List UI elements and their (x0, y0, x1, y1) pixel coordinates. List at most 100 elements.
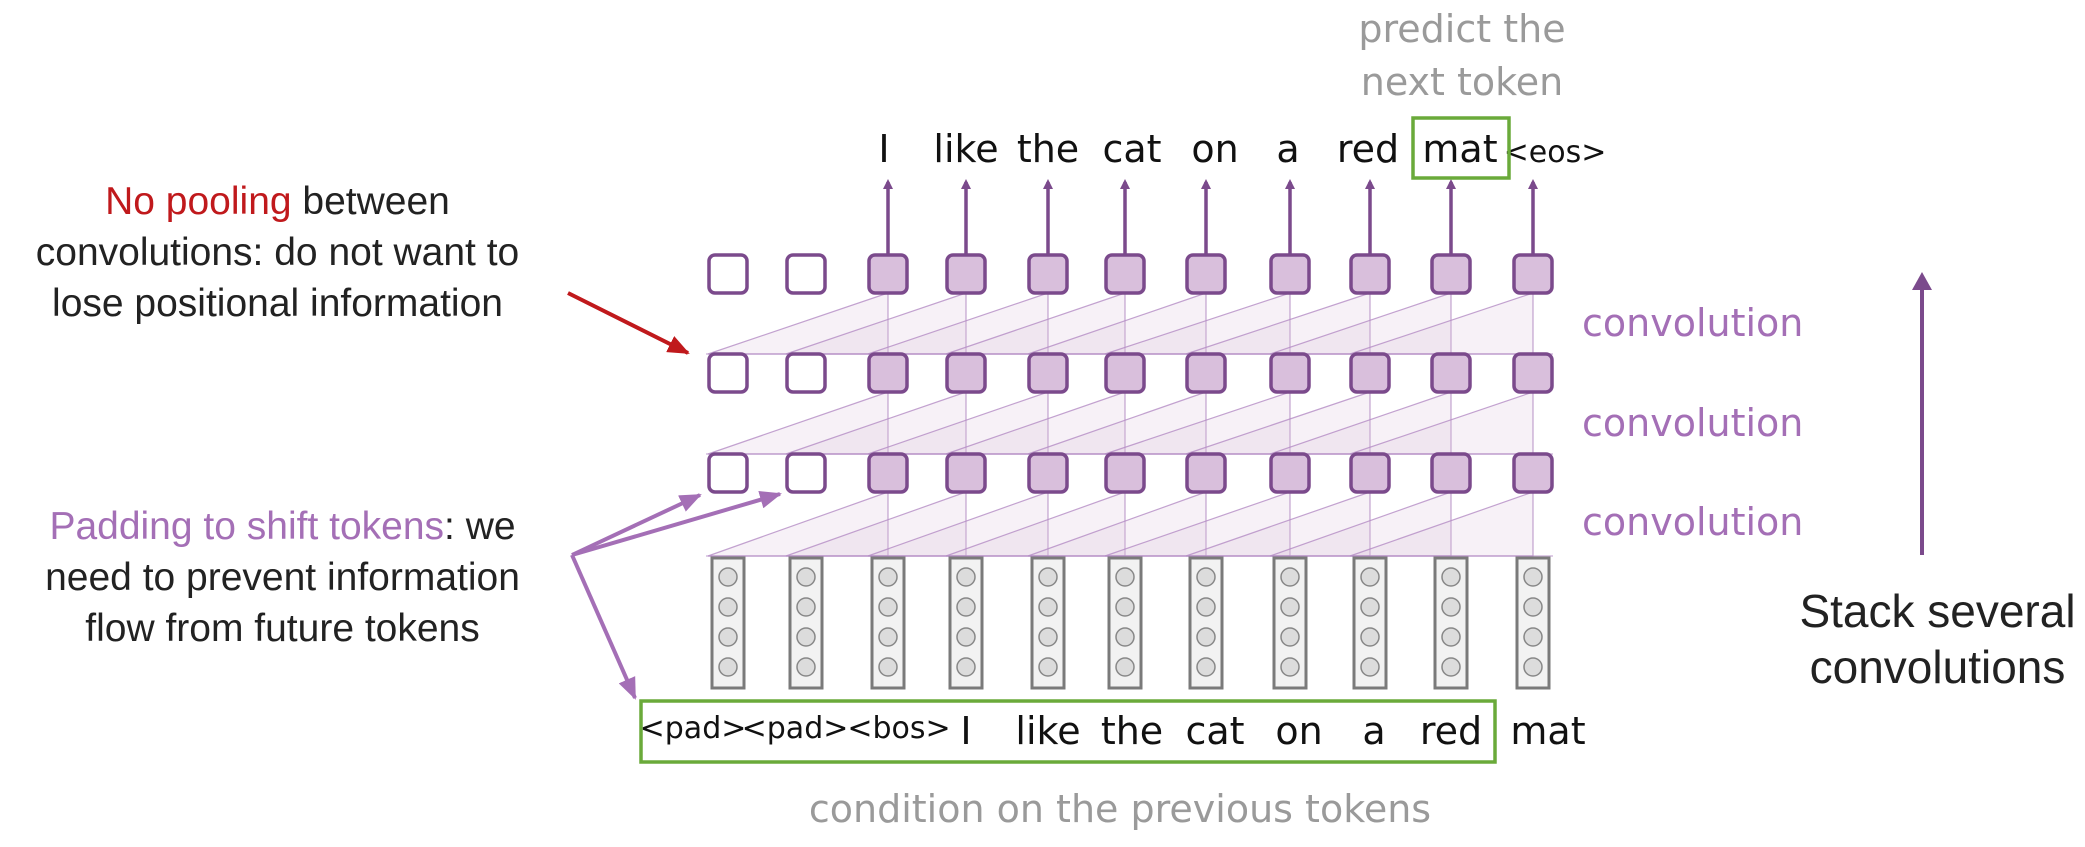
padding-node (707, 452, 749, 494)
embedding-unit (1360, 567, 1380, 587)
embedding-unit (878, 627, 898, 647)
layer-nodes (707, 253, 1554, 494)
hidden-node (945, 253, 987, 295)
embedding-vector (1107, 556, 1143, 690)
predict-label-line2: next token (1361, 60, 1564, 104)
input-token: cat (1185, 709, 1244, 753)
embedding-unit (1038, 657, 1058, 677)
padding-arrow-2 (571, 490, 782, 557)
pooling-text-2: convolutions: do not want to (35, 231, 520, 274)
input-embeddings (710, 556, 1551, 690)
embedding-unit (1441, 567, 1461, 587)
embedding-unit (796, 627, 816, 647)
padding-highlight: Padding to shift tokens (49, 505, 445, 548)
embedding-unit (1441, 597, 1461, 617)
hidden-node (1512, 352, 1554, 394)
embedding-vector (1030, 556, 1066, 690)
embedding-unit (956, 597, 976, 617)
pooling-text-1: between (291, 180, 450, 223)
embedding-unit (1360, 657, 1380, 677)
hidden-node (1027, 352, 1069, 394)
embedding-unit (1280, 597, 1300, 617)
embedding-vector (870, 556, 906, 690)
hidden-node (1104, 253, 1146, 295)
embedding-unit (1523, 657, 1543, 677)
hidden-node (1349, 452, 1391, 494)
conv-fan-layer-3 (706, 491, 1553, 557)
embedding-unit (878, 597, 898, 617)
embedding-vector (1515, 556, 1551, 690)
input-token: <bos> (847, 711, 950, 746)
padding-text-1: : we (444, 505, 516, 548)
embedding-unit (1441, 627, 1461, 647)
pooling-highlight: No pooling (105, 180, 292, 223)
embedding-vector (1272, 556, 1308, 690)
layer-label-middle: convolution (1582, 401, 1803, 445)
embedding-vector (1188, 556, 1224, 690)
hidden-node (945, 452, 987, 494)
embedding-vector (788, 556, 824, 690)
embedding-unit (1196, 567, 1216, 587)
input-token: a (1362, 709, 1385, 753)
layer-label-bottom: convolution (1582, 500, 1803, 544)
embedding-unit (796, 657, 816, 677)
embedding-vector (710, 556, 746, 690)
input-token: the (1101, 709, 1163, 753)
hidden-node (1512, 452, 1554, 494)
padding-node (785, 452, 827, 494)
conv-fan-layer-2 (706, 391, 1553, 455)
embedding-unit (878, 657, 898, 677)
pooling-annotation: No pooling between convolutions: do not … (0, 176, 555, 329)
embedding-unit (1360, 627, 1380, 647)
input-token: on (1275, 709, 1322, 753)
hidden-node (867, 253, 909, 295)
embedding-unit (718, 657, 738, 677)
hidden-node (1269, 452, 1311, 494)
embedding-unit (1115, 657, 1135, 677)
embedding-unit (878, 567, 898, 587)
input-token: mat (1510, 709, 1585, 753)
predict-label-line1: predict the (1358, 7, 1565, 51)
embedding-unit (1280, 627, 1300, 647)
layer-label-top: convolution (1582, 301, 1803, 345)
hidden-node (1104, 352, 1146, 394)
output-token: cat (1102, 127, 1161, 171)
padding-node (785, 352, 827, 394)
output-token: I (878, 127, 889, 171)
embedding-unit (1038, 567, 1058, 587)
input-token: like (1015, 709, 1080, 753)
input-token: <pad> (742, 711, 849, 746)
hidden-node (1349, 253, 1391, 295)
condition-label: condition on the previous tokens (809, 787, 1431, 831)
hidden-node (867, 452, 909, 494)
input-token: I (960, 709, 971, 753)
hidden-node (1185, 352, 1227, 394)
output-token: the (1017, 127, 1079, 171)
embedding-unit (956, 657, 976, 677)
pooling-text-3: lose positional information (52, 282, 503, 325)
embedding-vector (1433, 556, 1469, 690)
embedding-unit (1196, 657, 1216, 677)
padding-annotation: Padding to shift tokens: we need to prev… (0, 501, 565, 654)
embedding-unit (1523, 627, 1543, 647)
embedding-unit (718, 627, 738, 647)
pooling-arrow (567, 291, 690, 355)
embedding-unit (1280, 567, 1300, 587)
hidden-node (945, 352, 987, 394)
hidden-node (1269, 352, 1311, 394)
hidden-node (1027, 452, 1069, 494)
embedding-unit (1196, 627, 1216, 647)
hidden-node (1430, 452, 1472, 494)
hidden-node (1185, 452, 1227, 494)
input-context-box (639, 699, 1497, 764)
embedding-unit (1038, 597, 1058, 617)
embedding-unit (956, 567, 976, 587)
hidden-node (1349, 352, 1391, 394)
hidden-node (867, 352, 909, 394)
input-token: red (1420, 709, 1482, 753)
embedding-unit (1280, 657, 1300, 677)
embedding-unit (796, 567, 816, 587)
